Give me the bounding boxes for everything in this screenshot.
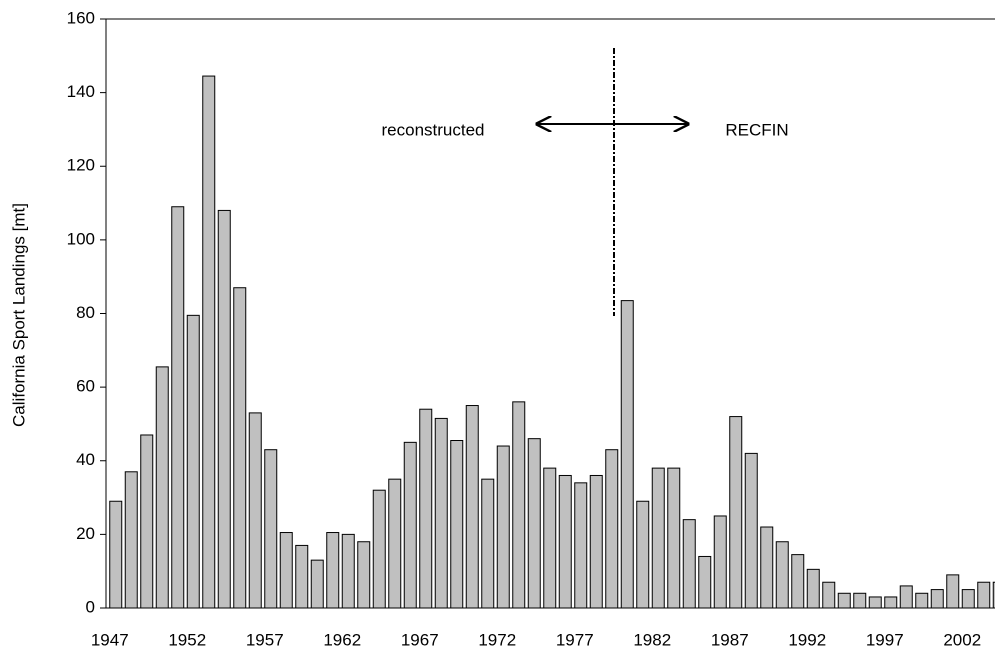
bar xyxy=(543,467,557,609)
bar xyxy=(868,596,882,609)
y-tick-label: 140 xyxy=(67,82,95,101)
bar xyxy=(992,581,995,609)
bar xyxy=(186,314,200,609)
bar xyxy=(558,474,572,609)
bar xyxy=(574,482,588,609)
bar xyxy=(527,438,541,609)
y-tick-label: 80 xyxy=(76,303,95,322)
y-tick-label: 20 xyxy=(76,524,95,543)
bar xyxy=(667,467,681,609)
bar xyxy=(326,532,340,609)
y-tick-label: 60 xyxy=(76,377,95,396)
x-tick-label: 1952 xyxy=(168,630,206,649)
y-tick-label: 160 xyxy=(67,8,95,27)
bar xyxy=(713,515,727,609)
x-tick-label: 1982 xyxy=(633,630,671,649)
bar xyxy=(729,416,743,609)
x-tick-label: 1962 xyxy=(323,630,361,649)
bar xyxy=(822,581,836,609)
x-tick-label: 1997 xyxy=(866,630,904,649)
y-tick-label: 100 xyxy=(67,229,95,248)
bar xyxy=(155,366,169,609)
bar xyxy=(512,401,526,609)
bar xyxy=(760,526,774,609)
bar xyxy=(310,559,324,609)
bar xyxy=(636,500,650,609)
bar xyxy=(605,449,619,609)
bar xyxy=(682,519,696,609)
bar xyxy=(264,449,278,609)
bar xyxy=(124,471,138,609)
bar xyxy=(279,532,293,609)
y-tick-label: 0 xyxy=(86,597,95,616)
x-tick-label: 1967 xyxy=(401,630,439,649)
bar xyxy=(806,568,820,609)
y-tick-label: 40 xyxy=(76,450,95,469)
bar xyxy=(946,574,960,609)
bar xyxy=(791,554,805,609)
bar xyxy=(915,592,929,609)
y-tick-label: 120 xyxy=(67,156,95,175)
bar xyxy=(589,474,603,609)
x-tick-label: 1947 xyxy=(91,630,129,649)
bar xyxy=(217,209,231,609)
bar xyxy=(465,405,479,609)
bar xyxy=(620,300,634,609)
bar xyxy=(977,581,991,609)
bar xyxy=(109,500,123,609)
bar xyxy=(698,555,712,609)
annotation: reconstructed xyxy=(382,120,485,139)
x-tick-label: 1957 xyxy=(246,630,284,649)
bar xyxy=(419,408,433,609)
bar xyxy=(651,467,665,609)
y-axis-label: California Sport Landings [mt] xyxy=(9,203,28,427)
bar xyxy=(357,541,371,609)
bar xyxy=(372,489,386,609)
bar xyxy=(388,478,402,609)
x-tick-label: 1987 xyxy=(711,630,749,649)
bar xyxy=(899,585,913,609)
bar xyxy=(930,589,944,609)
x-tick-label: 2002 xyxy=(943,630,981,649)
x-tick-label: 1992 xyxy=(788,630,826,649)
bar xyxy=(496,445,510,609)
bar xyxy=(837,592,851,609)
bar xyxy=(481,478,495,609)
bar xyxy=(202,75,216,609)
bar xyxy=(853,592,867,609)
bar xyxy=(450,440,464,609)
bar xyxy=(233,287,247,609)
bar xyxy=(403,441,417,609)
annotation: RECFIN xyxy=(725,120,788,139)
bar xyxy=(171,206,185,609)
bar xyxy=(295,544,309,609)
bar xyxy=(744,452,758,609)
bar xyxy=(775,541,789,609)
bar xyxy=(961,589,975,609)
x-tick-label: 1977 xyxy=(556,630,594,649)
bar xyxy=(248,412,262,609)
bar xyxy=(434,417,448,609)
bar xyxy=(341,533,355,609)
x-tick-label: 1972 xyxy=(478,630,516,649)
bar xyxy=(884,596,898,609)
bar xyxy=(140,434,154,609)
